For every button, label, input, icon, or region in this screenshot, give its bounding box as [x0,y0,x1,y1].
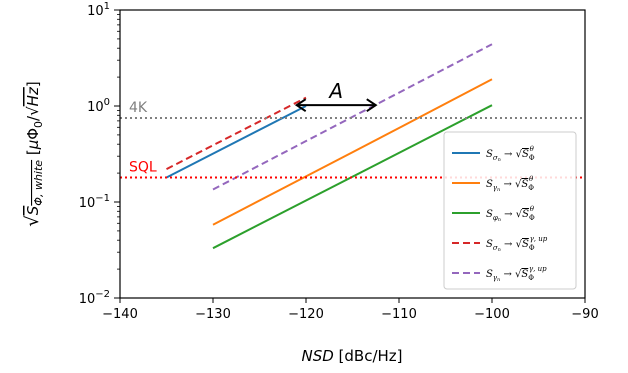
legend-label: Sγn → √SΦγ, up [486,265,547,283]
series-line-s-gamma-theta [212,78,493,226]
svg-text:√SΦ, white [μΦ0/√Hz]: √SΦ, white [μΦ0/√Hz] [22,81,45,226]
series-group [120,43,585,250]
series-line-s-phi-theta [212,104,493,250]
plot-frame [119,9,586,299]
x-tick-label: −90 [571,307,598,322]
annotation-a: A [294,79,378,113]
arrow-head-right [366,98,378,113]
y-tick-label: 10−2 [79,289,110,307]
series-line-s-sigma-theta [166,105,307,179]
y-axis-label: √SΦ, white [μΦ0/√Hz] [22,81,45,226]
legend-label: Sγn → √SΦθ [486,175,534,193]
y-tick-label: 101 [87,1,110,19]
x-tick-label: −110 [381,307,417,322]
legend-label: Sσn → √SΦγ, up [486,235,548,253]
legend-label: Sφn → √SΦθ [486,205,535,223]
series-line-s-sigma-gamma-up [166,96,307,170]
legend: Sσn → √SΦθ Sγn → √SΦθ Sφn → √SΦθ Sσn → √SΦγ… [443,131,577,290]
x-tick-label: −130 [195,307,231,322]
y-tick-label: 10−1 [79,193,110,211]
series-line-s-gamma-gamma-up [212,43,493,191]
arrow-head-left [294,98,307,113]
legend-box [443,131,577,290]
x-tick-label: −120 [288,307,324,322]
y-tick-label: 100 [87,97,110,115]
hline-label-sql: SQL [129,159,157,175]
x-tick-label: −100 [474,307,510,322]
hline-label-4k: 4K [129,100,148,116]
y-axis: 10−2 10−1 100 101 [79,1,120,307]
x-tick-label: −140 [102,307,138,322]
legend-label: Sσn → √SΦθ [486,145,535,163]
x-axis: −140 −130 −120 −110 −100 −90 [102,298,599,322]
arrow-label-a: A [327,79,343,103]
x-axis-label: NSD [dBc/Hz] [301,347,402,365]
